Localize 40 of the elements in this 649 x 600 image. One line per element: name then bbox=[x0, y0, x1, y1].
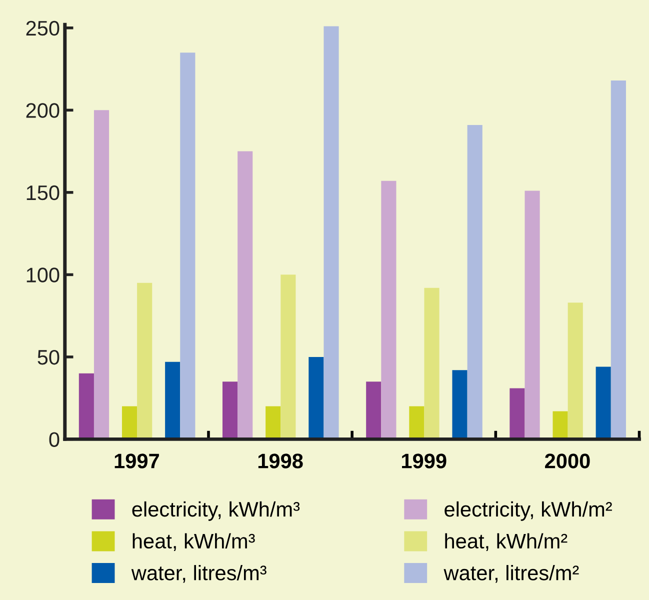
y-tick-label: 50 bbox=[38, 350, 60, 365]
bar bbox=[78, 373, 94, 440]
legend-label: heat, kWh/m² bbox=[445, 533, 568, 551]
y-tick-label: 150 bbox=[26, 185, 60, 200]
bar bbox=[280, 274, 296, 440]
bar bbox=[568, 302, 583, 440]
legend-label: heat, kWh/m³ bbox=[132, 533, 255, 551]
bar bbox=[222, 382, 238, 440]
legend-label: electricity, kWh/m³ bbox=[132, 501, 300, 521]
legend-label: electricity, kWh/m² bbox=[444, 501, 612, 521]
bar bbox=[524, 190, 540, 440]
bar bbox=[510, 388, 525, 440]
bar bbox=[266, 406, 281, 440]
bar bbox=[424, 288, 440, 440]
y-tick-label: 0 bbox=[49, 432, 60, 447]
bar bbox=[596, 366, 611, 440]
bar bbox=[238, 151, 253, 440]
x-tick-label: 2000 bbox=[545, 454, 590, 468]
bar bbox=[452, 370, 468, 440]
bar bbox=[381, 180, 396, 440]
bar bbox=[366, 382, 382, 440]
y-tick-label: 100 bbox=[26, 268, 60, 282]
y-tick-label: 250 bbox=[26, 20, 60, 36]
bar bbox=[324, 26, 339, 440]
legend-label: water, litres/m³ bbox=[131, 565, 266, 583]
bar bbox=[94, 110, 110, 440]
bar bbox=[308, 356, 324, 440]
bar bbox=[467, 124, 482, 440]
y-tick-label: 200 bbox=[26, 103, 60, 118]
x-tick-label: 1998 bbox=[258, 454, 303, 468]
legend-label: water, litres/m² bbox=[444, 565, 579, 583]
bar bbox=[180, 52, 196, 440]
bar bbox=[409, 406, 424, 440]
bar bbox=[165, 362, 180, 440]
bar bbox=[122, 406, 138, 440]
bar bbox=[552, 411, 568, 440]
x-tick-label: 1999 bbox=[402, 454, 446, 468]
x-tick-label: 1997 bbox=[114, 454, 159, 468]
bar bbox=[137, 282, 152, 440]
bar bbox=[610, 80, 626, 440]
